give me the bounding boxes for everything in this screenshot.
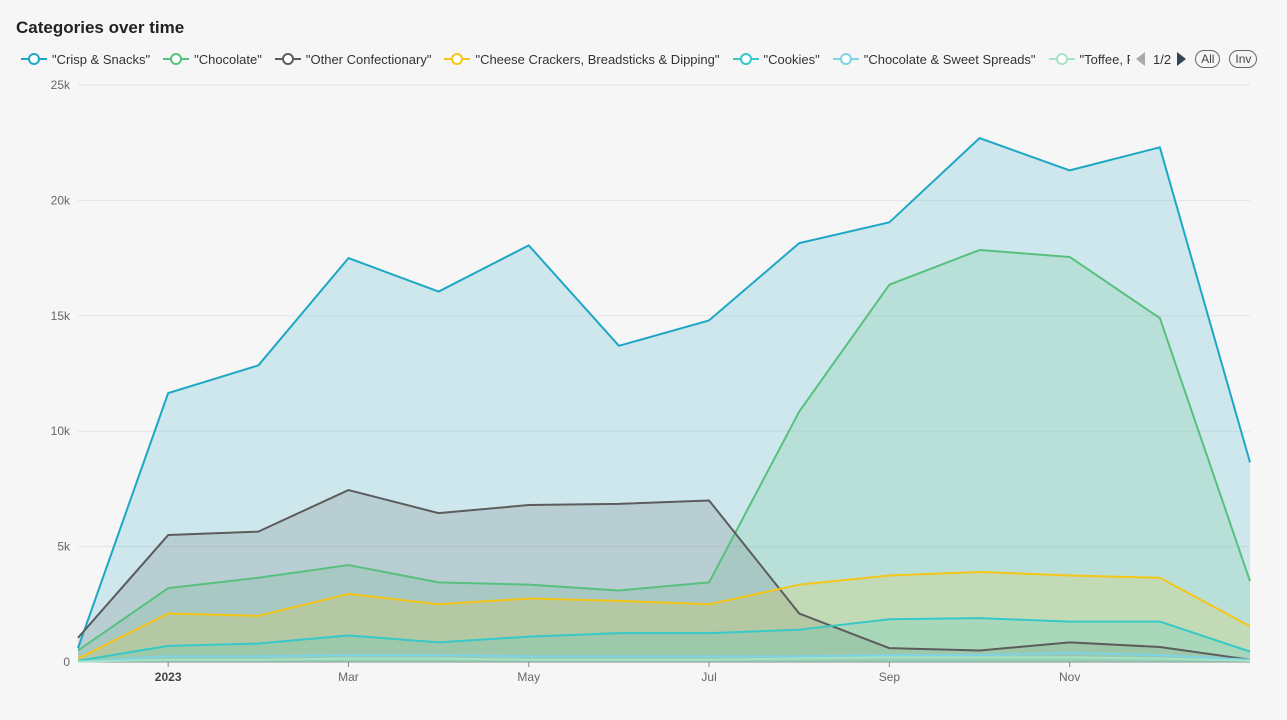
legend-item-label: "Crisp & Snacks" bbox=[52, 51, 151, 67]
series-line bbox=[77, 570, 1251, 660]
legend-item[interactable]: "Crisp & Snacks" bbox=[20, 52, 150, 67]
x-tick-label: Mar bbox=[338, 670, 359, 684]
legend-prev-page-icon[interactable] bbox=[1136, 52, 1145, 66]
series-line bbox=[77, 617, 1251, 662]
series-area bbox=[78, 618, 1250, 662]
legend-symbol-icon bbox=[732, 53, 759, 65]
legend-item[interactable]: "Other Confectionary" bbox=[274, 51, 432, 67]
legend-item[interactable]: "Toffee, Fudg bbox=[1048, 52, 1130, 67]
legend-symbol-icon bbox=[274, 53, 301, 65]
legend-item[interactable]: "Cookies" bbox=[732, 52, 820, 67]
legend-invert-selection-button[interactable]: Inv bbox=[1229, 50, 1258, 68]
series-line bbox=[77, 656, 1251, 663]
x-tick-label: Sep bbox=[879, 670, 901, 684]
legend-symbol-icon bbox=[163, 53, 190, 65]
legend-item-label: "Chocolate" bbox=[194, 51, 262, 67]
legend-symbol-icon bbox=[1048, 53, 1075, 65]
legend-item-label: "Cheese Crackers, Breadsticks & Dipping" bbox=[475, 51, 720, 67]
y-tick-label: 25k bbox=[51, 78, 71, 92]
legend: "Crisp & Snacks" "Chocolate" "Other Confec… bbox=[20, 48, 1130, 70]
series-area bbox=[78, 138, 1250, 663]
legend-item[interactable]: "Chocolate" bbox=[162, 52, 262, 67]
series-area bbox=[78, 571, 1250, 662]
legend-items: "Crisp & Snacks" "Chocolate" "Other Confec… bbox=[20, 52, 1130, 67]
series-line bbox=[77, 651, 1251, 663]
series-line bbox=[77, 137, 1251, 649]
series-area bbox=[78, 250, 1250, 662]
legend-page-indicator: 1/2 bbox=[1153, 51, 1172, 67]
legend-item-label: "Cookies" bbox=[763, 51, 820, 67]
legend-item-label: "Other Confectionary" bbox=[305, 51, 432, 67]
x-tick-label: Jul bbox=[701, 670, 716, 684]
legend-symbol-icon bbox=[832, 53, 859, 65]
legend-item-label: "Chocolate & Sweet Spreads" bbox=[863, 51, 1036, 67]
y-tick-label: 15k bbox=[51, 309, 71, 323]
legend-symbol-icon bbox=[444, 53, 471, 65]
chart-title: Categories over time bbox=[16, 18, 185, 37]
legend-item-label: "Toffee, Fudg bbox=[1079, 51, 1130, 67]
x-tick-label: Nov bbox=[1059, 670, 1080, 684]
legend-symbol-icon bbox=[21, 53, 47, 65]
y-tick-label: 10k bbox=[51, 424, 71, 438]
legend-next-page-icon[interactable] bbox=[1177, 52, 1187, 66]
y-tick-label: 5k bbox=[57, 540, 71, 554]
series-line bbox=[77, 489, 1251, 661]
series-line bbox=[77, 249, 1251, 652]
x-tick-label: May bbox=[517, 670, 540, 684]
y-tick-label: 0 bbox=[63, 655, 70, 669]
y-tick-label: 20k bbox=[51, 193, 71, 207]
legend-select-all-button[interactable]: All bbox=[1195, 50, 1221, 68]
x-tick-label: 2023 bbox=[155, 670, 182, 684]
legend-pager: 1/2 All Inv bbox=[1136, 48, 1258, 70]
legend-item[interactable]: "Cheese Crackers, Breadsticks & Dipping" bbox=[443, 51, 720, 67]
series-area bbox=[78, 490, 1250, 662]
legend-item[interactable]: "Chocolate & Sweet Spreads" bbox=[832, 52, 1036, 67]
